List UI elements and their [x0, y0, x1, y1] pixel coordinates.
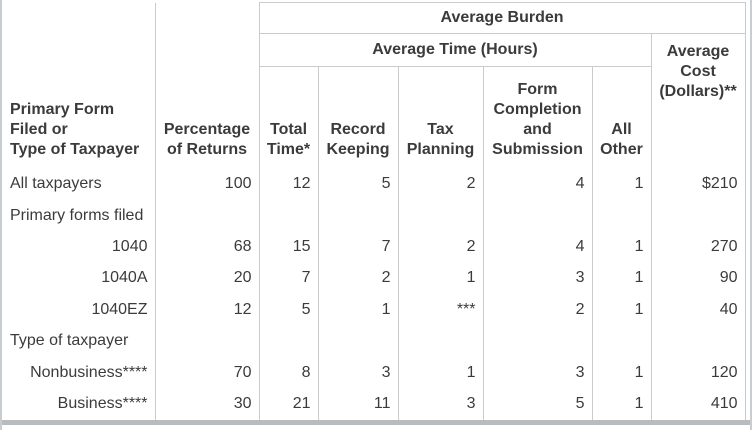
header-row-3: Total Time* Record Keeping Tax Planning … — [2, 66, 745, 169]
cell-average-cost — [650, 325, 746, 357]
cell-record-keeping: 5 — [317, 168, 398, 200]
cell-all-other — [591, 199, 651, 232]
cell-percentage: 68 — [154, 231, 260, 263]
cell-average-cost: 410 — [650, 388, 746, 420]
header-form-completion-submission: Form Completion and Submission — [482, 66, 592, 169]
cell-form-completion: 5 — [482, 388, 592, 420]
cell-record-keeping: 11 — [317, 388, 398, 420]
cell-form-completion: 3 — [482, 356, 592, 389]
tax-burden-table: Primary Form Filed or Type of Taxpayer P… — [2, 2, 746, 420]
table-row-1040ez: 1040EZ 12 5 1 *** 2 1 40 — [2, 294, 746, 326]
header-row-2: Average Time (Hours) Average Cost (Dolla… — [2, 33, 746, 169]
cell-form-completion: 4 — [482, 168, 592, 200]
row-label: 1040A — [101, 269, 148, 287]
cell-total-time: 8 — [301, 363, 311, 381]
table-row-nonbusiness: Nonbusiness**** 70 8 3 1 3 1 120 — [2, 356, 746, 389]
cell-average-cost: 120 — [650, 356, 746, 389]
table-row-1040a: 1040A 20 7 2 1 3 1 90 — [2, 262, 746, 295]
cell-total-time: 12 — [292, 175, 311, 193]
cell-form-completion: 2 — [482, 294, 592, 326]
cell-record-keeping — [317, 325, 398, 357]
cell-record-keeping: 3 — [317, 356, 398, 389]
cell-all-other: 1 — [591, 388, 651, 420]
cell-percentage: 12 — [154, 294, 260, 326]
cell-average-cost: 90 — [650, 262, 746, 295]
cell-all-other: 1 — [591, 356, 651, 389]
cell-form-completion — [482, 199, 592, 232]
cell-all-other: 1 — [591, 168, 651, 200]
cell-average-cost: $210 — [650, 168, 746, 200]
cell-total-time: 5 — [301, 300, 311, 318]
cell-average-cost — [650, 199, 746, 232]
header-all-other: All Other — [591, 66, 651, 169]
table-row-primary-forms-filed: Primary forms filed — [2, 199, 746, 232]
row-label: Business**** — [57, 394, 148, 412]
table-row-all-taxpayers: All taxpayers 100 12 5 2 4 1 $210 — [2, 168, 746, 200]
cell-tax-planning: 1 — [397, 262, 483, 295]
header-total-time: Total Time* — [266, 120, 311, 158]
header-row-1: Primary Form Filed or Type of Taxpayer P… — [2, 2, 746, 169]
table-row-1040: 1040 68 15 7 2 4 1 270 — [2, 231, 746, 263]
cell-average-cost: 40 — [650, 294, 746, 326]
cell-all-other: 1 — [591, 294, 651, 326]
cell-percentage — [154, 199, 260, 232]
header-percentage-of-returns: Percentage of Returns — [154, 2, 260, 169]
table-row-business: Business**** 30 21 11 3 5 1 410 — [2, 388, 746, 420]
cell-total-time: 15 — [292, 237, 311, 255]
cell-form-completion — [482, 325, 592, 357]
cell-record-keeping — [317, 199, 398, 232]
cell-tax-planning: 3 — [397, 388, 483, 420]
cell-tax-planning: *** — [397, 294, 483, 326]
cell-percentage — [154, 325, 260, 357]
cell-tax-planning: 2 — [397, 231, 483, 263]
header-primary-form: Primary Form Filed or Type of Taxpayer — [10, 100, 140, 158]
cell-record-keeping: 7 — [317, 231, 398, 263]
row-label: All taxpayers — [10, 175, 102, 193]
header-average-time: Average Time (Hours) — [259, 33, 651, 67]
cell-percentage: 100 — [154, 168, 260, 200]
header-tax-planning: Tax Planning — [397, 66, 483, 169]
cell-percentage: 70 — [154, 356, 260, 389]
row-label: Primary forms filed — [10, 206, 144, 224]
cell-record-keeping: 2 — [317, 262, 398, 295]
cell-record-keeping: 1 — [317, 294, 398, 326]
cell-total-time — [259, 325, 318, 356]
cell-all-other: 1 — [591, 231, 651, 263]
cell-average-cost: 270 — [650, 231, 746, 263]
cell-total-time: 21 — [292, 394, 311, 412]
cell-all-other: 1 — [591, 262, 651, 295]
cell-all-other — [591, 325, 651, 357]
cell-tax-planning — [397, 199, 483, 232]
header-average-burden: Average Burden — [259, 2, 746, 34]
header-average-cost: Average Cost (Dollars)** — [650, 33, 746, 169]
cell-percentage: 30 — [154, 388, 260, 420]
cell-form-completion: 3 — [482, 262, 592, 295]
cell-total-time: 7 — [301, 269, 311, 287]
cell-tax-planning: 1 — [397, 356, 483, 389]
cell-total-time — [259, 200, 318, 231]
table-row-type-of-taxpayer: Type of taxpayer — [2, 325, 746, 357]
header-record-keeping: Record Keeping — [317, 66, 398, 169]
cell-form-completion: 4 — [482, 231, 592, 263]
cell-tax-planning: 2 — [397, 168, 483, 200]
cell-tax-planning — [397, 325, 483, 357]
table-bottom-border — [2, 419, 750, 425]
cell-percentage: 20 — [154, 262, 260, 295]
row-label: Type of taxpayer — [10, 332, 129, 350]
row-label: Nonbusiness**** — [30, 363, 148, 381]
row-label: 1040 — [111, 237, 148, 255]
row-label: 1040EZ — [91, 300, 148, 318]
